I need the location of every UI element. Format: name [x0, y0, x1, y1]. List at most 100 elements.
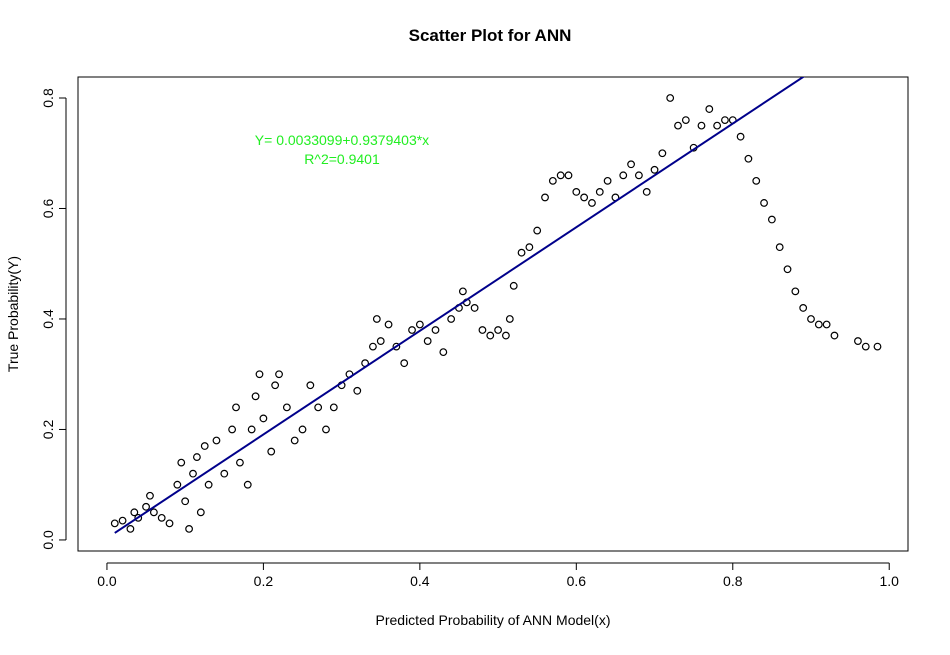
point: [822, 320, 831, 329]
point: [384, 320, 393, 329]
point: [228, 425, 237, 434]
point: [400, 359, 409, 368]
point: [189, 469, 197, 478]
point: [372, 315, 381, 323]
point: [666, 94, 675, 102]
point: [423, 337, 432, 345]
point: [220, 469, 229, 478]
point: [681, 116, 690, 124]
point: [830, 331, 839, 340]
point: [548, 176, 557, 185]
point: [760, 199, 768, 207]
point: [134, 513, 143, 522]
point: [588, 199, 596, 207]
point: [658, 149, 667, 158]
x-tick-label: 0.4: [410, 573, 430, 589]
point: [193, 453, 201, 461]
point: [298, 425, 307, 434]
point: [854, 337, 862, 345]
point: [173, 480, 182, 489]
x-tick-label: 0.2: [254, 573, 274, 589]
point: [713, 121, 722, 130]
point: [204, 480, 213, 489]
y-tick-label: 0.4: [40, 309, 56, 329]
point: [674, 121, 682, 130]
point: [376, 337, 385, 345]
point: [431, 326, 440, 334]
point: [705, 105, 714, 113]
point: [271, 381, 280, 390]
point: [110, 519, 119, 528]
point: [697, 121, 706, 130]
annotation: R^2=0.9401: [304, 151, 380, 167]
plot-frame: [77, 76, 909, 552]
point: [196, 508, 205, 517]
point: [744, 154, 753, 163]
point: [619, 171, 628, 180]
point: [126, 525, 135, 533]
point: [775, 243, 784, 252]
point: [282, 403, 291, 412]
x-tick-label: 0.8: [723, 573, 743, 589]
point: [439, 348, 448, 357]
point: [236, 458, 244, 467]
y-tick-label: 0.0: [40, 530, 56, 550]
point: [791, 287, 800, 296]
point: [752, 176, 761, 185]
point: [146, 491, 154, 500]
x-tick-label: 0.6: [567, 573, 587, 589]
point: [177, 458, 186, 467]
point: [861, 342, 870, 351]
point: [200, 442, 209, 450]
point: [509, 281, 518, 290]
point: [650, 165, 659, 174]
point: [799, 304, 808, 312]
point: [306, 381, 315, 390]
point: [721, 116, 729, 124]
point: [873, 342, 882, 351]
regression-line: [114, 77, 805, 534]
point: [142, 502, 150, 511]
point: [255, 370, 264, 379]
chart-title: Scatter Plot for ANN: [409, 26, 572, 45]
point: [447, 315, 456, 323]
point: [181, 497, 190, 506]
point: [494, 326, 502, 334]
point: [243, 480, 252, 489]
point: [267, 447, 276, 456]
x-tick-label: 1.0: [879, 573, 899, 589]
point: [329, 403, 338, 412]
point: [314, 403, 323, 412]
point: [290, 436, 299, 445]
point: [533, 226, 542, 235]
point: [525, 243, 534, 252]
point: [541, 193, 549, 202]
y-axis-label: True Probability(Y): [5, 256, 21, 372]
point: [251, 392, 260, 401]
point: [634, 171, 643, 180]
point: [517, 248, 526, 257]
point: [572, 188, 581, 196]
point: [392, 342, 401, 351]
point: [807, 315, 815, 323]
point: [369, 342, 377, 351]
point: [486, 331, 495, 340]
point: [353, 386, 362, 395]
annotation: Y= 0.0033099+0.9379403*x: [255, 132, 429, 148]
point: [627, 160, 635, 169]
point: [118, 516, 127, 525]
point: [783, 265, 792, 274]
point: [470, 304, 479, 312]
point: [259, 414, 268, 423]
point: [458, 287, 467, 296]
plot-area: [110, 77, 882, 534]
point: [130, 508, 139, 517]
point: [157, 513, 166, 522]
x-tick-label: 0.0: [97, 573, 117, 589]
point: [580, 193, 589, 202]
point: [149, 508, 158, 517]
point: [505, 315, 514, 323]
